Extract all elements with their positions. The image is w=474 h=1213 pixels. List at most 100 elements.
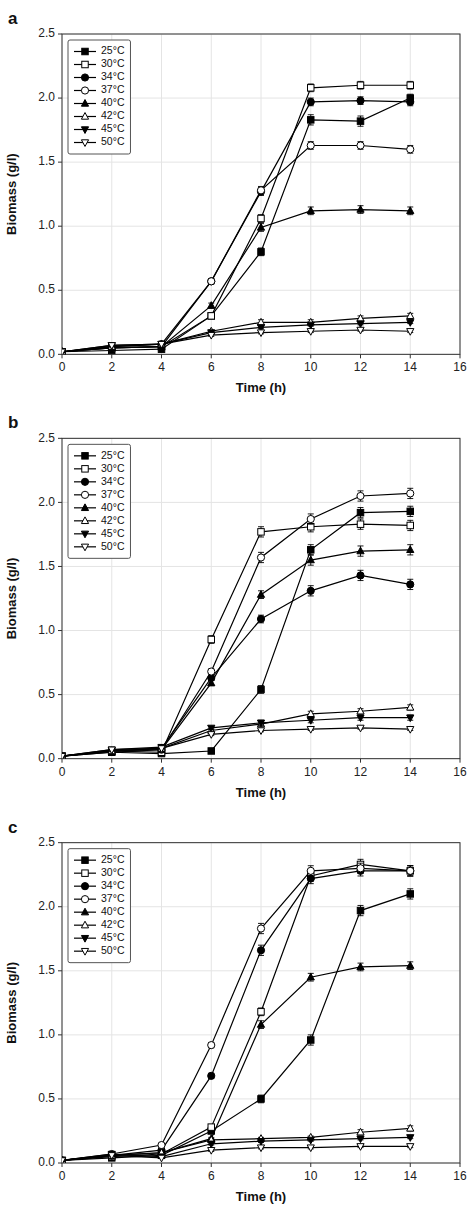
point [257, 1139, 264, 1146]
tick [460, 759, 461, 763]
error-bar [407, 545, 413, 555]
error-bar [258, 1095, 264, 1103]
series [62, 320, 414, 355]
legend-entry: 34°C [101, 70, 125, 82]
tick [58, 1098, 62, 1099]
tick-label: 4 [158, 360, 165, 374]
series-line [62, 966, 410, 1161]
point [407, 1135, 414, 1142]
series-line [62, 511, 410, 756]
grid-line [310, 843, 311, 1163]
error-bar [407, 866, 413, 876]
series [62, 715, 414, 759]
tick [211, 1163, 212, 1167]
error-bar [258, 215, 264, 223]
x-axis-label: Time (h) [236, 1189, 286, 1204]
tick-label: 1.0 [38, 1027, 55, 1041]
error-bar [308, 207, 314, 215]
tick-label: 12 [354, 1169, 368, 1183]
series [62, 97, 414, 355]
tick [111, 759, 112, 763]
tick-label: 10 [304, 765, 318, 779]
point [108, 747, 115, 754]
tick-label: 8 [258, 360, 265, 374]
tick [58, 162, 62, 163]
tick [58, 290, 62, 291]
error-bar [308, 84, 314, 92]
series [62, 545, 414, 759]
error-bar [407, 866, 413, 876]
legend-swatch-marker [81, 544, 88, 551]
legend-entry: 50°C [101, 944, 125, 956]
point [307, 973, 314, 980]
error-bar [258, 945, 264, 955]
point [108, 343, 115, 350]
error-bar [358, 97, 364, 105]
point [108, 747, 115, 754]
legend-swatch-marker [81, 74, 88, 81]
series [62, 94, 413, 354]
tick [58, 694, 62, 695]
tick [58, 226, 62, 227]
series [62, 725, 414, 758]
plot-area [62, 859, 414, 1163]
tick [58, 566, 62, 567]
error-bar [308, 514, 314, 524]
legend-entry: 42°C [101, 918, 125, 930]
tick [58, 502, 62, 503]
tick-label: 14 [404, 1169, 418, 1183]
point [258, 1009, 264, 1015]
tick-label: 2.5 [38, 835, 55, 849]
series-line [62, 718, 410, 756]
grid [62, 34, 460, 354]
tick-label: 1.5 [38, 963, 55, 977]
tick [58, 630, 62, 631]
error-bar [308, 586, 314, 596]
grid-line [161, 34, 162, 354]
point [158, 1141, 165, 1148]
tick [211, 354, 212, 358]
point [257, 615, 264, 622]
point [62, 1157, 65, 1163]
error-bar [308, 973, 314, 981]
legend-entry: 45°C [101, 527, 125, 539]
error-bar [258, 248, 264, 256]
background [0, 0, 474, 1213]
tick-label: 4 [158, 1169, 165, 1183]
tick-label: 1.0 [38, 218, 55, 232]
error-bar [407, 145, 413, 153]
legend-swatch-marker [82, 453, 88, 459]
tick-label: 14 [404, 360, 418, 374]
error-bar [208, 313, 214, 318]
legend-swatch-marker [82, 857, 88, 863]
point [258, 529, 264, 535]
legend-swatch-marker [81, 113, 88, 120]
error-bar [258, 552, 264, 562]
point [307, 207, 314, 214]
grid-line [211, 843, 212, 1163]
point [158, 745, 165, 752]
series [62, 81, 413, 354]
panel: 0.00.51.01.52.02.50246810121416Time (h)B… [4, 9, 467, 395]
point [407, 962, 414, 969]
point [407, 522, 413, 528]
tick [261, 1163, 262, 1167]
point [357, 142, 364, 149]
series-line [62, 575, 410, 756]
point [109, 748, 115, 754]
point [208, 732, 215, 739]
point [307, 322, 314, 329]
tick-label: 12 [354, 360, 368, 374]
legend-entry: 37°C [101, 892, 125, 904]
tick [62, 759, 63, 763]
legend: 25°C30°C34°C37°C40°C42°C45°C50°C [68, 40, 130, 154]
point [357, 1144, 364, 1151]
tick-label: 0 [59, 1169, 66, 1183]
tick [161, 759, 162, 763]
legend-swatch-marker [81, 531, 88, 538]
grid-line [261, 843, 262, 1163]
tick-label: 0.0 [38, 347, 55, 361]
error-bar [407, 207, 413, 215]
point [407, 546, 414, 553]
series [62, 703, 414, 758]
